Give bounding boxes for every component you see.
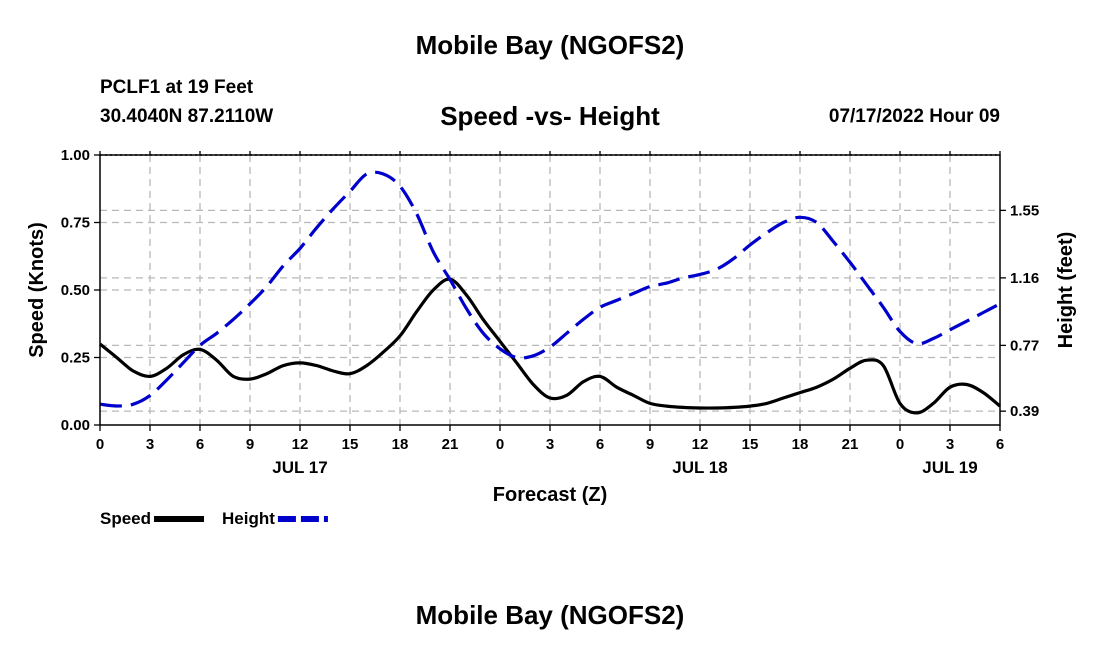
page-title: Mobile Bay (NGOFS2) (415, 30, 685, 60)
x-tick-label: 12 (692, 436, 709, 453)
x-axis-label: Forecast (Z) (493, 484, 607, 506)
x-tick-label: 9 (646, 436, 654, 453)
series-layer (98, 170, 1002, 415)
y2-tick-label: 0.39 (1010, 403, 1039, 420)
y-tick-label: 0.75 (61, 215, 90, 232)
y-tick-label: 1.00 (61, 147, 90, 164)
chart-subtitle: Speed -vs- Height (440, 101, 660, 131)
station-coordinates: 30.4040N 87.2110W (100, 106, 274, 127)
day-label: JUL 19 (922, 458, 977, 477)
x-tick-label: 3 (946, 436, 954, 453)
series-line-height (99, 170, 1001, 408)
x-tick-label: 0 (896, 436, 904, 453)
x-tick-label: 9 (246, 436, 254, 453)
x-tick-label: 12 (292, 436, 309, 453)
grid-layer (100, 155, 1000, 425)
station-label: PCLF1 at 19 Feet (100, 77, 254, 98)
x-tick-label: 18 (392, 436, 409, 453)
forecast-datetime: 07/17/2022 Hour 09 (828, 106, 1000, 127)
y2-axis-label: Height (feet) (1055, 232, 1077, 349)
day-label: JUL 18 (672, 458, 727, 477)
x-tick-label: 6 (596, 436, 604, 453)
y-tick-label: 0.50 (61, 282, 90, 299)
footer-title: Mobile Bay (NGOFS2) (415, 600, 685, 630)
x-tick-label: 3 (546, 436, 554, 453)
x-tick-label: 0 (96, 436, 104, 453)
x-tick-label: 15 (742, 436, 759, 453)
y-tick-label: 0.25 (61, 350, 90, 367)
y2-tick-label: 0.77 (1010, 337, 1039, 354)
x-tick-label: 15 (342, 436, 359, 453)
x-tick-label: 18 (792, 436, 809, 453)
x-tick-label: 21 (442, 436, 459, 453)
y2-tick-label: 1.55 (1010, 202, 1039, 219)
x-tick-label: 6 (996, 436, 1004, 453)
axis-layer: 0 3 6 9 12 15 18 21 0 3 6 9 12 15 18 21 0 3 6 JUL 17 JUL 18 J… (61, 147, 1039, 477)
legend: Speed Height (100, 509, 328, 528)
x-tick-label: 3 (146, 436, 154, 453)
series-line-speed (98, 277, 1002, 415)
y-tick-label: 0.00 (61, 417, 90, 434)
legend-label-height: Height (222, 509, 275, 528)
legend-label-speed: Speed (100, 509, 151, 528)
y2-tick-label: 1.16 (1010, 270, 1039, 287)
x-tick-label: 21 (842, 436, 859, 453)
x-tick-label: 0 (496, 436, 504, 453)
y-axis-label: Speed (Knots) (26, 222, 48, 358)
day-label: JUL 17 (272, 458, 327, 477)
x-tick-label: 6 (196, 436, 204, 453)
